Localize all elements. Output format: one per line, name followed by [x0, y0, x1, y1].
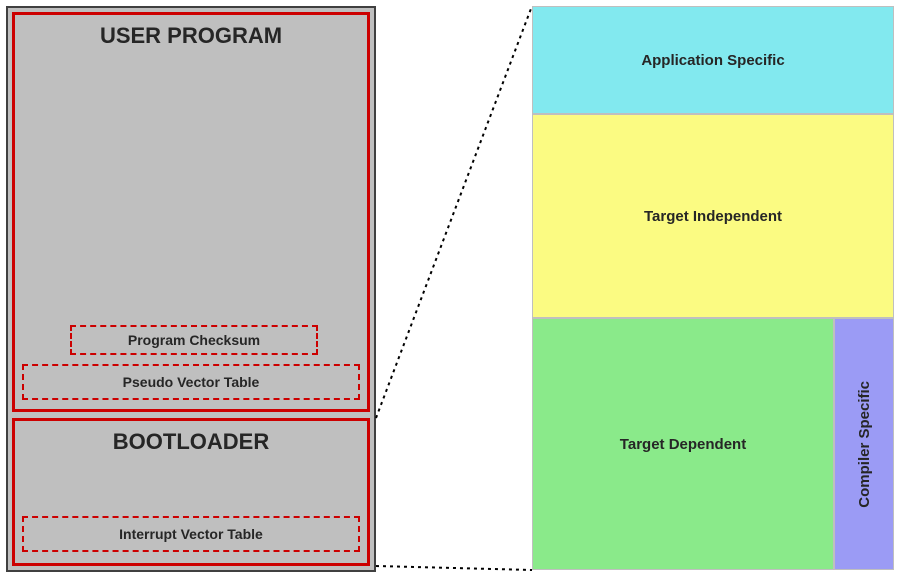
program-checksum-label: Program Checksum [128, 332, 260, 348]
application-specific-layer: Application Specific [532, 6, 894, 114]
target-independent-label: Target Independent [644, 208, 782, 225]
connector-bottom [376, 566, 532, 570]
target-independent-layer: Target Independent [532, 114, 894, 318]
connector-top [376, 6, 532, 418]
compiler-specific-layer: Compiler Specific [834, 318, 894, 570]
target-dependent-label: Target Dependent [620, 436, 746, 453]
target-dependent-layer: Target Dependent [532, 318, 834, 570]
bootloader-title: BOOTLOADER [15, 429, 367, 455]
interrupt-vector-table-region: Interrupt Vector Table [22, 516, 360, 552]
program-checksum-region: Program Checksum [70, 325, 318, 355]
pseudo-vector-table-region: Pseudo Vector Table [22, 364, 360, 400]
application-specific-label: Application Specific [641, 52, 784, 69]
interrupt-vector-table-label: Interrupt Vector Table [119, 526, 263, 542]
user-program-title: USER PROGRAM [15, 23, 367, 49]
pseudo-vector-table-label: Pseudo Vector Table [123, 374, 260, 390]
compiler-specific-label: Compiler Specific [856, 381, 873, 508]
